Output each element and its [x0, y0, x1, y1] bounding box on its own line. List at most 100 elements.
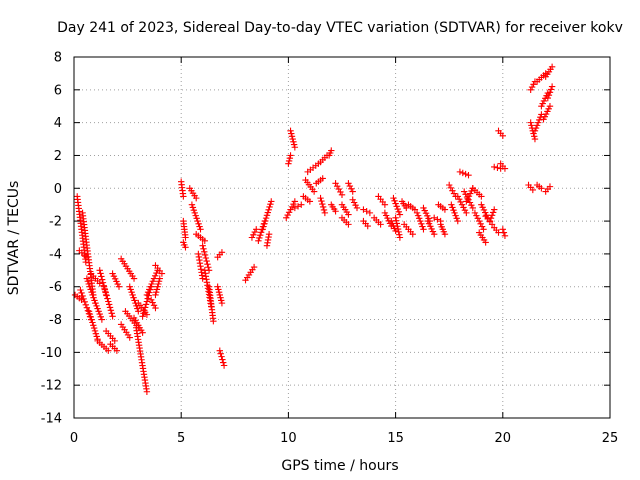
- data-point: [194, 217, 201, 225]
- y-tick-label: 8: [54, 51, 62, 66]
- y-tick-label: -12: [41, 379, 62, 394]
- data-point: [430, 214, 438, 222]
- y-tick-label: -8: [49, 313, 62, 328]
- data-point: [182, 244, 189, 251]
- data-point: [338, 191, 346, 199]
- data-point: [140, 310, 147, 317]
- data-point: [290, 200, 297, 208]
- data-point: [366, 209, 374, 217]
- data-point: [260, 223, 267, 230]
- data-point: [285, 209, 293, 216]
- data-point: [538, 185, 545, 192]
- data-point: [462, 170, 469, 178]
- data-point: [409, 231, 416, 238]
- data-point: [130, 294, 137, 301]
- chart-title: Day 241 of 2023, Sidereal Day-to-day VTE…: [57, 20, 623, 36]
- x-tick-label: 15: [387, 431, 404, 446]
- data-point: [285, 157, 293, 165]
- data-point: [363, 208, 370, 215]
- data-point: [214, 283, 221, 290]
- data-point: [381, 201, 389, 208]
- data-point: [500, 229, 508, 236]
- data-point: [152, 291, 159, 299]
- data-point: [448, 201, 455, 208]
- data-point: [150, 275, 158, 282]
- data-point: [203, 257, 210, 265]
- data-point: [415, 215, 423, 222]
- data-point: [349, 196, 356, 203]
- data-point: [530, 81, 537, 88]
- data-point: [250, 263, 258, 271]
- data-point: [360, 206, 367, 213]
- y-tick-label: -2: [49, 215, 62, 230]
- data-point: [491, 206, 498, 213]
- data-point: [441, 206, 449, 213]
- data-point: [150, 302, 158, 309]
- data-point: [196, 223, 203, 230]
- data-point: [531, 133, 538, 140]
- data-point: [350, 199, 358, 206]
- data-point: [141, 304, 149, 311]
- data-point: [392, 214, 399, 222]
- data-point: [456, 196, 463, 203]
- data-points: [71, 63, 556, 395]
- data-point: [396, 231, 403, 238]
- data-point: [288, 203, 296, 211]
- data-point: [93, 302, 100, 310]
- data-point: [87, 313, 94, 321]
- data-point: [546, 89, 554, 96]
- data-point: [95, 308, 102, 315]
- data-point: [310, 188, 318, 195]
- data-point: [499, 132, 506, 139]
- data-point: [548, 83, 556, 90]
- data-point: [135, 308, 142, 315]
- data-point: [413, 209, 421, 217]
- data-point: [417, 217, 424, 225]
- data-point: [486, 217, 494, 225]
- data-point: [469, 204, 476, 212]
- data-point: [393, 203, 400, 210]
- data-point: [155, 278, 163, 285]
- data-point: [147, 283, 154, 290]
- data-point: [395, 228, 402, 236]
- data-point: [345, 211, 352, 218]
- data-point: [219, 356, 226, 363]
- data-point: [414, 212, 422, 219]
- data-point: [248, 234, 256, 241]
- data-point: [394, 223, 401, 230]
- data-point: [284, 211, 291, 219]
- data-point: [527, 119, 534, 126]
- data-point: [476, 217, 483, 225]
- data-point: [287, 206, 294, 213]
- data-point: [290, 141, 298, 148]
- data-point: [477, 220, 484, 228]
- data-point: [139, 329, 146, 336]
- data-point: [217, 350, 224, 357]
- data-point: [204, 260, 211, 268]
- data-point: [499, 226, 506, 233]
- data-point: [332, 208, 339, 215]
- data-point: [420, 226, 427, 233]
- data-point: [529, 186, 537, 194]
- data-point: [480, 226, 487, 233]
- data-point: [200, 245, 207, 252]
- data-point: [158, 270, 166, 277]
- data-point: [457, 198, 464, 206]
- data-point: [261, 220, 268, 227]
- data-point: [501, 165, 509, 172]
- data-point: [267, 200, 274, 208]
- tick-labels: 0 5 10 15 20 25 -14 -12 -10 -8 -6 -4 -2 0 2 4 6 8: [41, 51, 619, 447]
- data-point: [403, 204, 410, 212]
- data-point: [319, 200, 326, 208]
- data-point: [88, 288, 95, 296]
- x-tick-label: 25: [602, 431, 619, 446]
- data-point: [452, 212, 459, 219]
- data-point: [264, 209, 272, 216]
- data-point: [441, 231, 449, 238]
- data-point: [216, 347, 223, 354]
- data-point: [335, 185, 342, 193]
- data-point: [148, 280, 155, 288]
- data-point: [545, 91, 553, 99]
- data-point: [91, 297, 98, 304]
